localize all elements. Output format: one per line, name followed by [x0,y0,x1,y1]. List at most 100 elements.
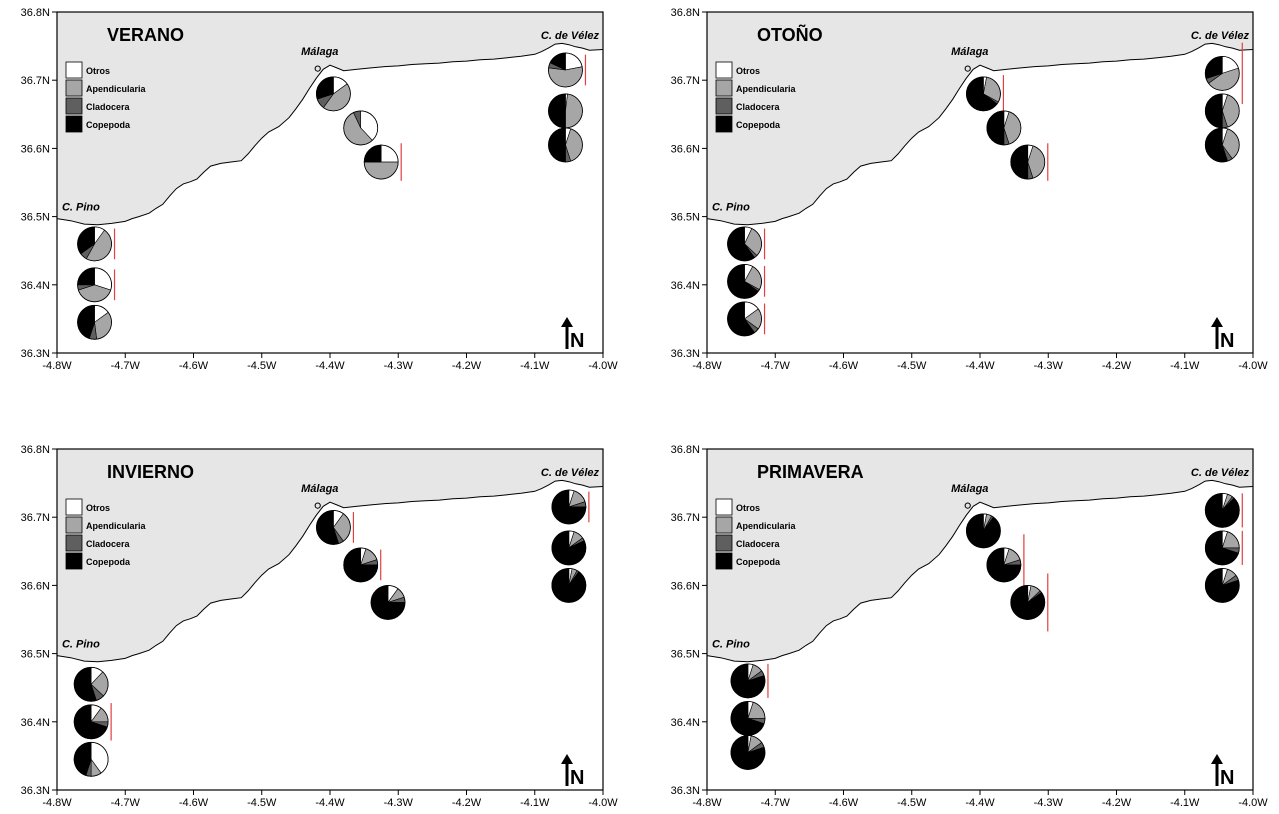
coastline [56,479,604,663]
y-tick-label: 36.7N [21,512,50,524]
x-tick-label: -4.4W [315,797,345,809]
x-tick-label: -4.6W [179,360,209,372]
x-tick-label: -4.0W [588,360,618,372]
pie-outline [1010,144,1046,180]
coastline [706,42,1254,226]
station-6 [1010,143,1049,181]
pie-outline [1204,530,1240,566]
pie-outline [1204,492,1240,528]
pie-outline [727,226,762,262]
label-malaga: Málaga [301,46,338,58]
pie-slice-copepoda [1010,144,1029,180]
label-malaga: Málaga [951,483,988,495]
pie-outline [551,568,587,603]
pie-outline [73,704,109,740]
label-c-de-velez: C. de Vélez [1191,467,1250,479]
north-label: N [570,330,584,352]
legend-label-cladocera: Cladocera [86,102,131,112]
north-arrowhead-icon [561,317,573,327]
label-c-pino: C. Pino [62,638,100,650]
station-2 [730,700,766,736]
pie-outline [77,267,112,303]
x-tick-label: -4.1W [520,360,550,372]
pie-outline [548,52,583,88]
x-tick-label: -4.3W [384,360,414,372]
pie-outline [343,547,379,583]
x-tick-label: -4.5W [247,797,277,809]
x-tick-label: -4.2W [452,360,482,372]
pie-outline [727,301,762,337]
legend-swatch-apendicularia [65,79,83,97]
pie-outline [548,127,583,163]
legend-label-copepoda: Copepoda [86,557,131,567]
legend-label-apendicularia: Apendicularia [736,521,797,531]
x-tick-label: -4.7W [111,360,141,372]
label-malaga: Málaga [301,483,338,495]
y-tick-label: 36.8N [671,7,700,19]
x-tick-label: -4.2W [1102,797,1132,809]
land-area [57,12,603,225]
station-2 [73,703,112,741]
station-9 [1204,127,1240,163]
x-tick-label: -4.5W [897,797,927,809]
legend-label-copepoda: Copepoda [736,120,781,130]
malaga-marker [964,65,971,72]
x-tick-label: -4.5W [247,360,277,372]
map-panel-invierno: -4.8W -4.7W -4.6W -4.5W -4.4W -4.3W -4.2W -4.1W… [21,444,619,809]
land-area [57,449,603,662]
station-4 [316,510,355,545]
x-tick-label: -4.6W [829,360,859,372]
y-tick-label: 36.7N [21,75,50,87]
x-tick-label: -4.0W [1238,360,1268,372]
station-7 [548,52,587,88]
x-tick-label: -4.1W [1170,797,1200,809]
x-tick-label: -4.3W [1034,797,1064,809]
x-tick-label: -4.8W [692,360,722,372]
land-area [707,449,1253,662]
y-tick-label: 36.5N [671,212,700,224]
station-6 [1010,573,1049,632]
x-tick-label: -4.8W [42,360,72,372]
legend-label-cladocera: Cladocera [86,539,131,549]
pie-outline [727,263,762,299]
legend-swatch-cladocera [65,97,83,115]
station-5 [343,110,379,146]
north-label: N [570,767,584,789]
malaga-marker [314,65,321,72]
legend-swatch-cladocera [65,534,83,552]
y-tick-label: 36.3N [21,348,50,360]
pie-slice-copepoda [548,93,566,129]
y-tick-label: 36.6N [21,580,50,592]
station-9 [548,127,583,163]
pie-outline [986,110,1022,146]
pie-outline [966,76,1001,112]
y-tick-label: 36.5N [21,212,50,224]
y-tick-label: 36.3N [671,785,700,797]
pie-slice-copepoda [548,127,566,163]
label-malaga: Málaga [951,46,988,58]
station-3 [77,304,112,340]
station-8 [551,530,587,566]
legend-swatch-otros [715,61,733,79]
x-tick-label: -4.7W [761,360,791,372]
x-tick-label: -4.6W [179,797,209,809]
station-7 [1204,42,1243,105]
legend-label-cladocera: Cladocera [736,539,781,549]
station-3 [730,735,766,770]
x-tick-label: -4.2W [1102,360,1132,372]
legend-swatch-copepoda [715,552,733,570]
label-c-pino: C. Pino [712,638,750,650]
legend-swatch-copepoda [65,115,83,133]
north-label: N [1220,767,1234,789]
legend-swatch-copepoda [65,552,83,570]
x-tick-label: -4.4W [965,797,995,809]
land-area [707,12,1253,225]
legend-swatch-apendicularia [715,516,733,534]
malaga-marker [964,502,971,509]
station-9 [1204,568,1240,603]
legend-swatch-otros [715,498,733,516]
legend-label-apendicularia: Apendicularia [86,521,147,531]
station-8 [1204,530,1243,566]
station-2 [77,267,116,303]
season-title: INVIERNO [107,462,194,482]
